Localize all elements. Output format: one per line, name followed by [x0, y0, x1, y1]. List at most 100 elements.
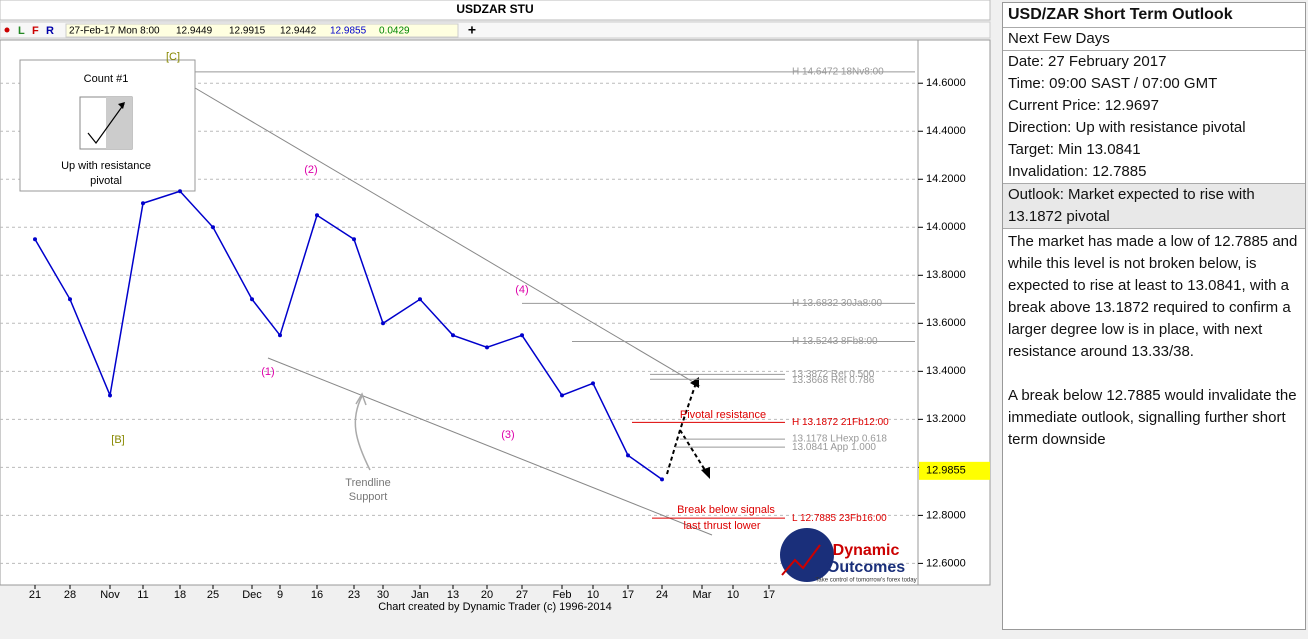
- price-point: [520, 333, 524, 338]
- price-point: [451, 333, 455, 338]
- toolbar-flag[interactable]: L: [18, 25, 25, 37]
- x-tick-label: 13: [447, 589, 459, 601]
- annotation: Break below signals: [677, 504, 775, 516]
- x-tick-label: 25: [207, 589, 219, 601]
- price-point: [418, 297, 422, 302]
- y-tick-label: 13.2000: [926, 413, 966, 425]
- wave-label: (1): [261, 366, 274, 378]
- x-tick-label: Mar: [693, 589, 712, 601]
- footer: Chart created by Dynamic Trader (c) 1996…: [378, 601, 612, 613]
- toolbar-dot: [4, 27, 10, 33]
- price-point: [591, 381, 595, 386]
- channel-upper: [189, 84, 701, 387]
- price-point: [315, 213, 319, 218]
- price-point: [33, 237, 37, 242]
- x-tick-label: 11: [137, 589, 148, 601]
- panel-line: Invalidation: 12.7885: [1008, 163, 1147, 180]
- arrow-head: [355, 392, 367, 406]
- wave-label: (2): [304, 164, 317, 176]
- toolbar-change: 0.0429: [379, 26, 410, 37]
- outlook-panel: USD/ZAR Short Term Outlook Next Few Days…: [1002, 2, 1306, 630]
- projection-down: [679, 429, 709, 476]
- price-point: [626, 453, 630, 458]
- wave-label: [C]: [166, 51, 180, 63]
- current-price-box: [919, 461, 990, 480]
- level-label: H 13.1872 21Fb12:00: [792, 417, 889, 428]
- x-tick-label: Nov: [100, 589, 120, 601]
- x-tick-label: 16: [311, 589, 323, 601]
- trendline-arrow: [354, 395, 371, 471]
- panel-line: Direction: Up with resistance pivotal: [1008, 119, 1246, 136]
- y-tick-label: 12.8000: [926, 509, 966, 521]
- level-label: H 13.6832 30Ja8:00: [792, 298, 883, 309]
- count-line: pivotal: [90, 175, 122, 187]
- toolbar-flag[interactable]: R: [46, 25, 54, 37]
- x-tick-label: 10: [727, 589, 739, 601]
- annotation: Trendline: [345, 477, 390, 489]
- toolbar-high: 12.9915: [229, 26, 266, 37]
- ohlc-box: [65, 23, 459, 38]
- logo-circle: [780, 528, 834, 582]
- panel-line: Date: 27 February 2017: [1008, 53, 1167, 70]
- x-tick-label: 23: [348, 589, 360, 601]
- y-tick-label: 14.2000: [926, 173, 966, 185]
- logo-tagline: Take control of tomorrow's forex today: [815, 578, 916, 584]
- x-tick-label: 17: [622, 589, 634, 601]
- panel-body: The market has made a low of 12.7885 and…: [1003, 229, 1305, 451]
- x-tick-label: 17: [763, 589, 775, 601]
- price-point: [660, 477, 664, 482]
- level-label: 13.0841 App 1.000: [792, 442, 876, 453]
- level-label: H 13.5243 8Fb8:00: [792, 336, 878, 347]
- x-tick-label: 24: [656, 589, 668, 601]
- panel-line: Time: 09:00 SAST / 07:00 GMT: [1008, 75, 1218, 92]
- x-tick-label: 10: [587, 589, 599, 601]
- level-label: 13.3668 Ret 0.786: [792, 375, 875, 386]
- level-label: H 14.6472 18Nv8:00: [792, 67, 884, 78]
- channel-lower: [267, 357, 713, 536]
- annotation: Support: [349, 491, 388, 503]
- wave-label: [B]: [111, 434, 124, 446]
- price-point: [250, 297, 254, 302]
- y-tick-label: 12.6000: [926, 557, 966, 569]
- x-tick-label: 9: [277, 589, 283, 601]
- price-point: [485, 345, 489, 350]
- panel-lines: Date: 27 February 2017 Time: 09:00 SAST /…: [1003, 51, 1305, 184]
- x-tick-label: 30: [377, 589, 389, 601]
- x-tick-label: 28: [64, 589, 76, 601]
- price-point: [68, 297, 72, 302]
- x-tick-label: 27: [516, 589, 528, 601]
- y-tick-label: 13.8000: [926, 269, 966, 281]
- count-line: Up with resistance: [61, 160, 151, 172]
- y-tick-label: 14.0000: [926, 221, 966, 233]
- toolbar-close: 12.9855: [330, 26, 367, 37]
- price-point: [278, 333, 282, 338]
- price-point: [211, 225, 215, 230]
- title-bar: [0, 0, 991, 21]
- x-tick-label: 20: [481, 589, 493, 601]
- panel-outlook: Outlook: Market expected to rise with 13…: [1003, 184, 1305, 229]
- x-tick-label: Jan: [411, 589, 429, 601]
- toolbar-flag[interactable]: F: [32, 25, 39, 37]
- y-tick-label: 14.6000: [926, 77, 966, 89]
- x-tick-label: Feb: [553, 589, 572, 601]
- arrow-head: [118, 102, 125, 109]
- level-label: 13.1178 LHexp 0.618: [792, 434, 887, 445]
- panel-title: USD/ZAR Short Term Outlook: [1003, 3, 1305, 28]
- panel-line: Current Price: 12.9697: [1008, 97, 1159, 114]
- annotation: last thrust lower: [683, 520, 760, 532]
- y-tick-label: 13.6000: [926, 317, 966, 329]
- price-point: [141, 201, 145, 206]
- annotation: Pivotal resistance: [680, 409, 766, 421]
- count-icon-arrow: [87, 103, 125, 144]
- x-tick-label: 21: [29, 589, 41, 601]
- x-tick-label: Dec: [242, 589, 262, 601]
- y-axis-area: [917, 39, 991, 586]
- price-point: [108, 393, 112, 398]
- wave-label: (4): [515, 284, 528, 296]
- toolbar-date: 27-Feb-17 Mon 8:00: [69, 26, 160, 37]
- add-button[interactable]: +: [468, 22, 476, 38]
- panel-paragraph: The market has made a low of 12.7885 and…: [1008, 233, 1298, 360]
- x-tick-label: 18: [174, 589, 186, 601]
- level-label: 13.3872 Ret 0.500: [792, 369, 875, 380]
